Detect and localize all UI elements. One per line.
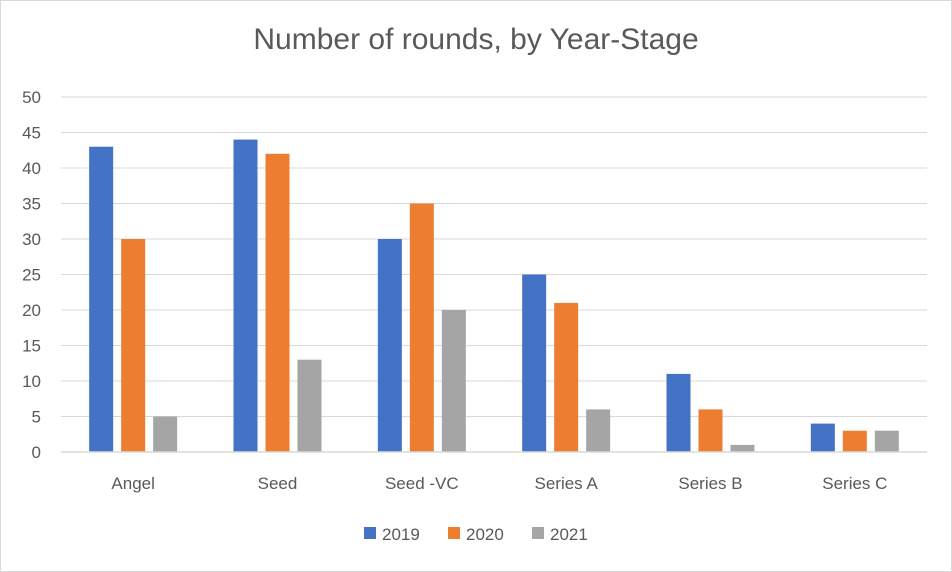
legend-swatch-2019 <box>364 527 376 539</box>
bar-2020-seed <box>265 153 290 453</box>
bar-2021-series-c <box>874 430 899 452</box>
bar-2020-series-a <box>554 302 579 452</box>
bar-2021-series-a <box>586 409 611 452</box>
y-tick-label: 30 <box>22 230 41 249</box>
legend: 2019 2020 2021 <box>364 525 588 544</box>
x-axis: Angel Seed Seed -VC Series A Series B Series … <box>61 451 927 493</box>
bar-2021-seed-vc <box>441 310 466 452</box>
bar-2019-seed <box>233 139 258 452</box>
y-tick-label: 45 <box>22 124 41 143</box>
bars <box>89 139 899 453</box>
bar-2019-seed-vc <box>377 239 402 452</box>
x-tick-label: Series B <box>678 474 742 493</box>
legend-label: 2020 <box>466 525 504 544</box>
y-tick-label: 5 <box>32 408 41 427</box>
x-tick-label: Series C <box>822 474 887 493</box>
bar-2020-angel <box>121 239 146 452</box>
legend-label: 2019 <box>382 525 420 544</box>
y-tick-label: 0 <box>32 443 41 462</box>
y-tick-label: 20 <box>22 301 41 320</box>
x-tick-label: Series A <box>535 474 599 493</box>
legend-label: 2021 <box>550 525 588 544</box>
bar-2020-series-c <box>842 430 867 452</box>
chart-title: Number of rounds, by Year-Stage <box>253 23 699 56</box>
bar-2021-series-b <box>730 444 755 452</box>
y-tick-label: 50 <box>22 88 41 107</box>
y-tick-label: 35 <box>22 195 41 214</box>
bar-2021-angel <box>153 416 178 452</box>
bar-2020-seed-vc <box>409 203 434 452</box>
legend-swatch-2020 <box>448 527 460 539</box>
bar-2019-series-b <box>666 373 691 452</box>
x-tick-label: Angel <box>111 474 154 493</box>
y-tick-label: 25 <box>22 266 41 285</box>
bar-2019-series-a <box>522 274 547 452</box>
bar-2021-seed <box>297 359 322 452</box>
bar-2020-series-b <box>698 409 723 452</box>
y-tick-label: 10 <box>22 372 41 391</box>
y-axis: 0 5 10 15 20 25 30 35 40 45 50 <box>22 88 41 462</box>
gridlines <box>61 96 927 453</box>
y-tick-label: 40 <box>22 159 41 178</box>
bar-2019-series-c <box>810 423 835 452</box>
bar-2019-angel <box>89 146 114 452</box>
y-tick-label: 15 <box>22 337 41 356</box>
legend-swatch-2021 <box>532 527 544 539</box>
x-tick-label: Seed <box>258 474 298 493</box>
x-tick-label: Seed -VC <box>385 474 459 493</box>
